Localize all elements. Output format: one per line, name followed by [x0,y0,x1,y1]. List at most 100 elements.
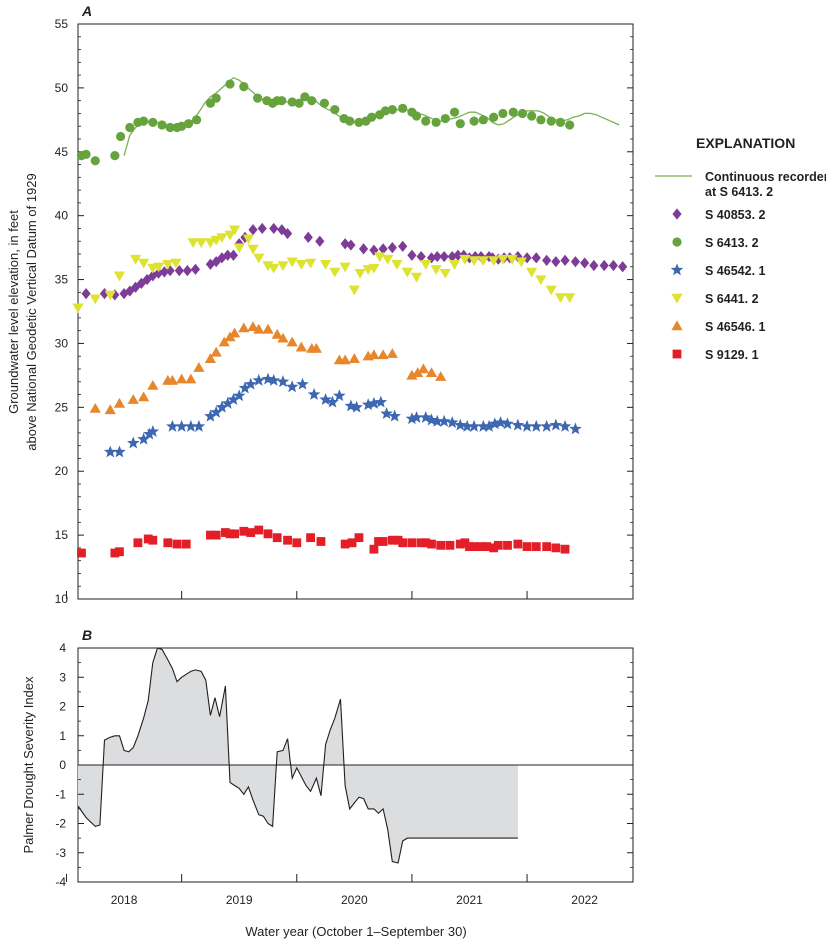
data-point-circle [239,82,249,92]
data-point-diamond [223,249,233,261]
data-point-diamond [228,249,239,261]
data-point-star [333,389,346,402]
data-point-triangle-up [295,341,307,352]
data-point-star [569,422,582,435]
data-point-circle [508,107,518,117]
data-point-star [175,419,188,432]
data-point-diamond [447,250,457,263]
data-point-star [126,436,140,449]
data-point-triangle-down [187,238,199,249]
data-point-diamond [340,238,350,250]
data-point-triangle-up [339,354,351,365]
data-point-circle [225,79,235,89]
data-point-triangle-down [439,268,451,279]
data-point-triangle-down [286,257,298,268]
panel-b-y-tick-label: -1 [55,787,66,801]
x-tick-label: 2022 [571,893,598,907]
data-point-diamond [407,249,417,261]
data-point-triangle-down [526,267,538,278]
data-point-triangle-up [104,404,116,415]
legend-label: S 46546. 1 [705,320,766,334]
data-point-diamond [182,265,192,277]
data-point-star [430,414,444,427]
data-point-star [445,416,459,429]
x-tick-label: 2020 [341,893,368,907]
data-point-square [272,533,282,543]
data-point-triangle-down [468,256,480,266]
legend-marker-star [670,263,684,276]
data-point-diamond [269,222,279,235]
data-point-triangle-down [170,258,182,269]
data-point-circle [81,149,91,159]
data-point-triangle-down [391,260,403,270]
data-point-diamond [248,224,258,236]
data-point-triangle-down [506,254,518,265]
legend-marker-triangle-up [671,320,683,331]
data-point-star [374,395,388,408]
panel-b-y-tick-label: -3 [55,846,66,860]
panel-a-y-tick-label: 40 [55,209,69,223]
data-point-square [531,542,541,552]
data-point-star [520,419,534,432]
data-point-triangle-down [268,263,280,274]
data-point-circle [253,93,263,103]
data-point-triangle-down [554,293,567,304]
data-point-diamond [159,266,169,278]
panel-b: -4 -3 -2 -1 0 1 2 3 4 2018 2019 2020 2021 2022 B Pal… [21,627,634,939]
legend-label: S 9129. 1 [705,348,759,362]
data-point-star [209,405,223,418]
data-point-square [172,539,182,549]
data-point-triangle-up [193,362,205,372]
data-point-triangle-down [210,235,222,246]
data-point-square [263,529,273,539]
data-point-triangle-up [247,321,259,332]
data-point-square [551,543,561,553]
data-point-diamond [303,231,313,243]
data-point-diamond [217,252,227,264]
data-point-triangle-up [166,374,179,385]
data-point-diamond [398,240,408,252]
panel-a-y-tick-label: 50 [55,81,69,95]
data-point-star [511,418,525,431]
data-point-star [238,381,252,394]
series-circle [76,79,575,166]
data-point-square [407,538,417,548]
data-point-triangle-down [216,233,228,243]
data-point-square [211,530,221,540]
data-point-triangle-up [210,346,222,357]
panel-a-letter: A [81,3,92,19]
data-point-triangle-down [233,243,245,254]
data-point-triangle-up [377,349,389,360]
data-point-circle [469,116,479,126]
x-axis-label: Water year (October 1–September 30) [245,924,466,939]
data-point-star [405,412,419,425]
panel-b-y-tick-label: 2 [59,700,66,714]
data-point-square [427,539,436,549]
data-point-diamond [154,267,164,279]
data-point-circle [431,117,441,127]
data-point-circle [307,96,317,106]
panel-a-series [72,76,628,558]
data-point-star [221,396,234,409]
data-point-square [206,530,215,540]
data-point-triangle-down [515,257,527,268]
data-point-triangle-down [138,258,150,269]
data-point-triangle-up [286,336,298,347]
data-point-square [230,529,239,539]
data-point-star [319,393,332,406]
panel-a: 10 15 20 25 30 35 40 45 50 55 A Groundwater level… [6,3,634,606]
panel-a-y-tick-label: 30 [55,336,69,350]
data-point-triangle-up [228,327,241,338]
data-point-star [137,432,150,445]
data-point-star [307,387,321,400]
data-point-diamond [387,242,397,254]
data-point-square [398,538,408,548]
data-point-square [246,528,256,537]
data-point-star [285,380,299,393]
panel-b-y-tick-label: 4 [59,641,66,655]
data-point-star [419,410,433,423]
data-point-triangle-down [262,261,274,272]
data-point-circle [367,112,377,122]
data-point-star [184,419,198,432]
